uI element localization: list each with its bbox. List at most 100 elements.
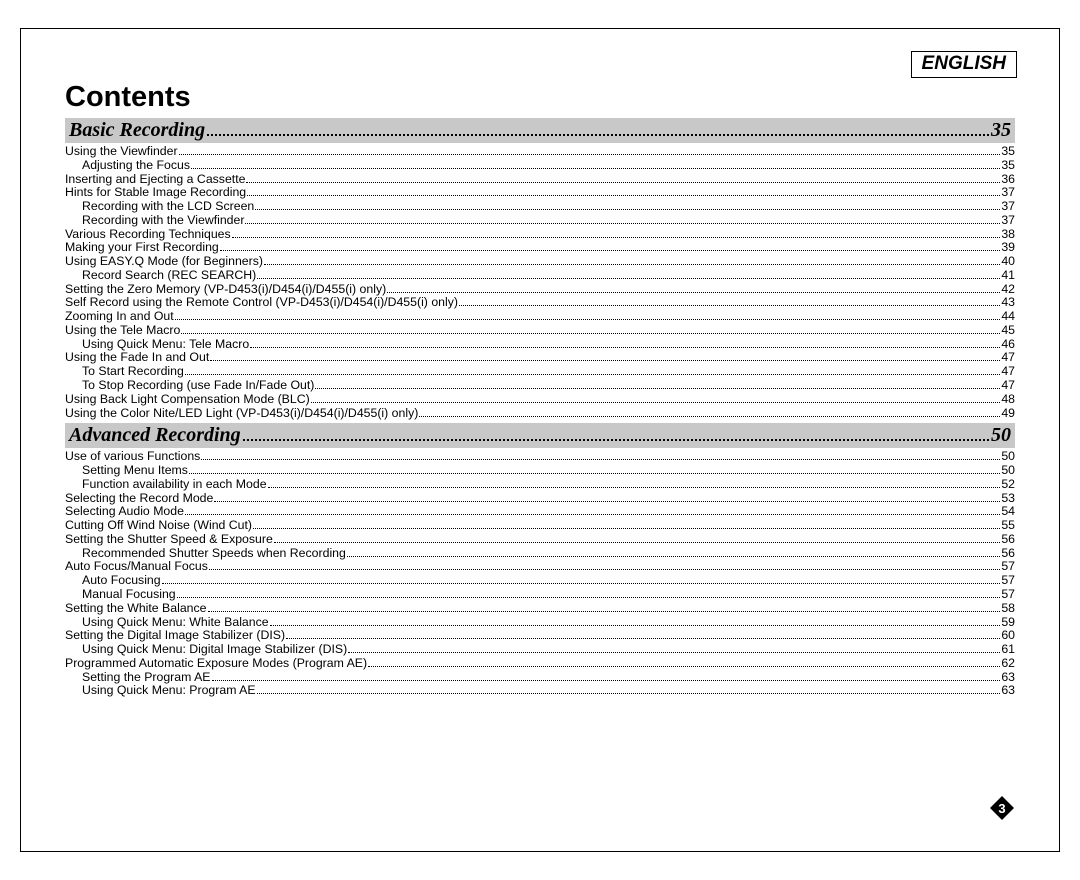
leader-dots [209,569,1000,570]
leader-dots [208,611,1001,612]
leader-dots [245,223,1000,224]
toc-entry: Setting the White Balance 58 [65,602,1015,616]
toc-entry-page: 56 [1001,533,1015,547]
section-entries: Using the Viewfinder 35Adjusting the Foc… [65,145,1015,420]
toc-entry: Using the Tele Macro 45 [65,324,1015,338]
toc-entry: Using the Viewfinder 35 [65,145,1015,159]
toc-entry-page: 46 [1001,338,1015,352]
toc-entry: Recording with the LCD Screen 37 [65,200,1015,214]
toc-entry: Selecting Audio Mode 54 [65,505,1015,519]
toc-entry: Various Recording Techniques 38 [65,228,1015,242]
toc-entry: Selecting the Record Mode 53 [65,492,1015,506]
section-heading-text: Advanced Recording [69,424,241,447]
toc-entry-text: Manual Focusing [82,588,176,602]
toc-entry-page: 36 [1001,173,1015,187]
leader-dots [191,168,1000,169]
toc-entry-page: 63 [1001,671,1015,685]
toc-entry-text: Auto Focus/Manual Focus [65,560,208,574]
toc-entry-page: 53 [1001,492,1015,506]
page-number: 3 [989,795,1015,821]
table-of-contents: Basic Recording 35 Using the Viewfinder 3… [65,118,1015,698]
toc-entry: Function availability in each Mode 52 [65,478,1015,492]
leader-dots [264,264,1000,265]
toc-entry-text: Using Quick Menu: Program AE [82,684,256,698]
toc-entry-text: Using the Color Nite/LED Light (VP-D453(… [65,407,418,421]
leader-dots [253,528,1000,529]
toc-entry: Use of various Functions 50 [65,450,1015,464]
toc-entry-page: 37 [1001,214,1015,228]
leader-dots [257,693,1001,694]
toc-entry-text: Using Quick Menu: Tele Macro [82,338,249,352]
leader-dots [315,388,1000,389]
toc-entry-text: Auto Focusing [82,574,161,588]
toc-entry-page: 39 [1001,241,1015,255]
toc-entry-text: Using the Fade In and Out [65,351,209,365]
contents-title: Contents [65,81,1015,114]
leader-dots [274,542,1000,543]
toc-entry: Using Quick Menu: Digital Image Stabiliz… [65,643,1015,657]
toc-entry-text: Selecting Audio Mode [65,505,184,519]
toc-entry-page: 42 [1001,283,1015,297]
toc-entry-text: Hints for Stable Image Recording [65,186,246,200]
leader-dots [270,625,1001,626]
leader-dots [210,360,1000,361]
toc-entry-text: Inserting and Ejecting a Cassette [65,173,245,187]
leader-dots [387,292,1000,293]
toc-entry-text: Use of various Functions [65,450,200,464]
toc-entry: Record Search (REC SEARCH) 41 [65,269,1015,283]
toc-entry-page: 56 [1001,547,1015,561]
toc-entry: Recommended Shutter Speeds when Recordin… [65,547,1015,561]
leader-dots [348,652,1000,653]
toc-entry-text: Using the Viewfinder [65,145,178,159]
leader-dots [246,182,1000,183]
leader-dots [185,514,1000,515]
toc-entry-page: 37 [1001,200,1015,214]
toc-entry: Cutting Off Wind Noise (Wind Cut) 55 [65,519,1015,533]
toc-entry-text: To Stop Recording (use Fade In/Fade Out) [82,379,314,393]
leader-dots [207,134,989,136]
leader-dots [255,209,1000,210]
toc-entry: Auto Focus/Manual Focus 57 [65,560,1015,574]
leader-dots [185,374,1000,375]
section-heading-text: Basic Recording [69,119,205,142]
toc-entry: Setting the Digital Image Stabilizer (DI… [65,629,1015,643]
toc-entry-page: 61 [1001,643,1015,657]
toc-entry-text: Programmed Automatic Exposure Modes (Pro… [65,657,367,671]
toc-entry: Using the Fade In and Out 47 [65,351,1015,365]
leader-dots [181,333,1000,334]
toc-entry-text: Using Quick Menu: Digital Image Stabiliz… [82,643,347,657]
toc-entry-text: Various Recording Techniques [65,228,231,242]
toc-entry-page: 47 [1001,379,1015,393]
toc-entry-text: Recommended Shutter Speeds when Recordin… [82,547,346,561]
toc-entry-page: 47 [1001,365,1015,379]
section-heading-page: 35 [991,119,1011,142]
toc-entry-text: Making your First Recording [65,241,219,255]
toc-entry-text: Zooming In and Out [65,310,174,324]
toc-entry-page: 49 [1001,407,1015,421]
leader-dots [286,638,1000,639]
leader-dots [368,666,1000,667]
page-number-badge: 3 [989,795,1015,821]
toc-entry: Manual Focusing 57 [65,588,1015,602]
toc-entry-text: Setting Menu Items [82,464,188,478]
toc-entry-page: 43 [1001,296,1015,310]
page-frame: ENGLISH Contents Basic Recording 35Using… [20,28,1060,852]
toc-entry: To Start Recording 47 [65,365,1015,379]
toc-entry-text: Adjusting the Focus [82,159,190,173]
toc-entry-page: 55 [1001,519,1015,533]
toc-entry-text: Setting the White Balance [65,602,207,616]
toc-entry-text: Using the Tele Macro [65,324,180,338]
toc-entry: Using Back Light Compensation Mode (BLC)… [65,393,1015,407]
section-heading-page: 50 [991,424,1011,447]
toc-entry: Using the Color Nite/LED Light (VP-D453(… [65,407,1015,421]
toc-entry-text: Function availability in each Mode [82,478,267,492]
section-entries: Use of various Functions 50Setting Menu … [65,450,1015,698]
leader-dots [247,195,1000,196]
toc-entry: Adjusting the Focus 35 [65,159,1015,173]
toc-entry-text: Self Record using the Remote Control (VP… [65,296,458,310]
toc-entry-page: 60 [1001,629,1015,643]
toc-entry-page: 41 [1001,269,1015,283]
toc-entry-text: Setting the Digital Image Stabilizer (DI… [65,629,285,643]
leader-dots [232,237,1001,238]
toc-entry-text: Using Back Light Compensation Mode (BLC) [65,393,310,407]
